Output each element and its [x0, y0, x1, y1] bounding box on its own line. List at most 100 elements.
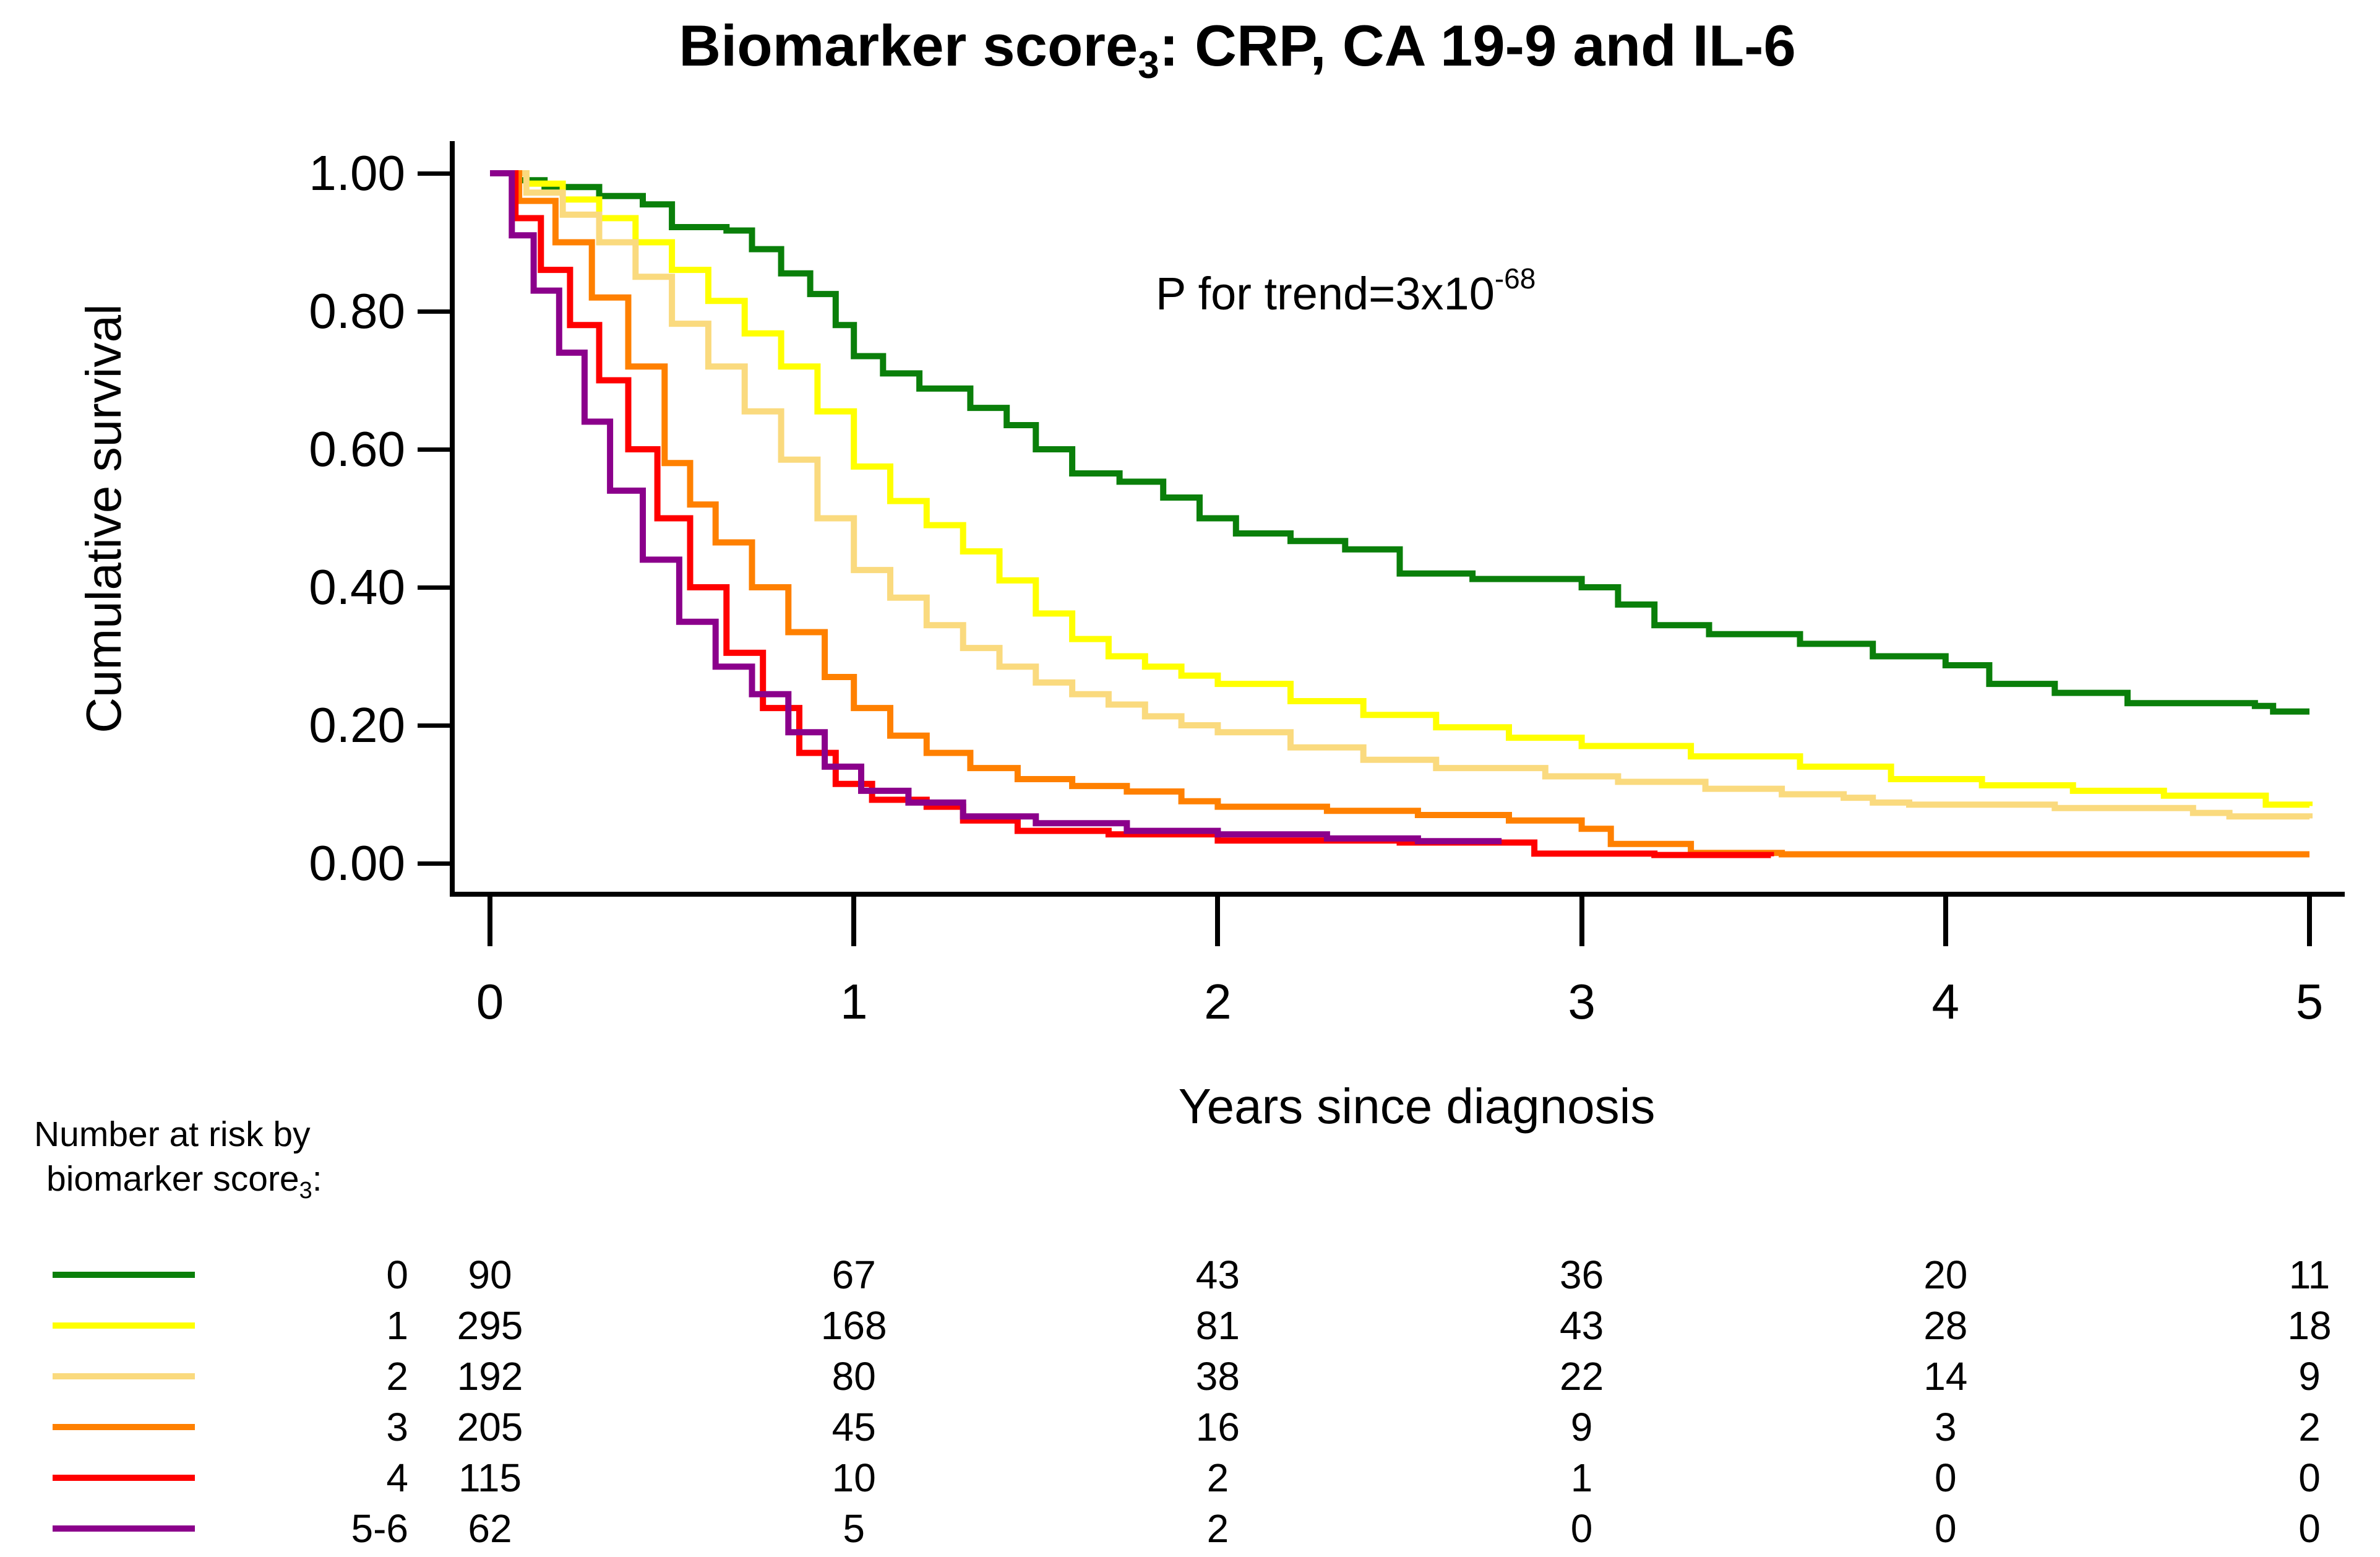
y-tick-mark: [418, 447, 450, 452]
x-axis-line: [450, 892, 2345, 897]
at-risk-count: 22: [1560, 1354, 1604, 1399]
at-risk-count: 3: [1935, 1405, 1957, 1449]
x-axis-title: Years since diagnosis: [1178, 1079, 1656, 1134]
at-risk-count: 80: [831, 1354, 876, 1399]
survival-curve-score-0: [490, 170, 2309, 715]
at-risk-count: 2: [2298, 1405, 2321, 1449]
at-risk-row: 1 295 168 81 43 28 18: [0, 1300, 2380, 1351]
at-risk-count: 45: [831, 1405, 876, 1449]
chart-title-suffix: : CRP, CA 19-9 and IL-6: [1159, 13, 1796, 78]
at-risk-row: 0 90 67 43 36 20 11: [0, 1249, 2380, 1300]
at-risk-score-label: 4: [386, 1456, 408, 1500]
y-tick-label: 1.00: [309, 145, 405, 201]
at-risk-header-line2: biomarker score3:: [46, 1158, 322, 1204]
legend-line-1: [53, 1322, 195, 1329]
at-risk-score-label: 3: [386, 1405, 408, 1449]
at-risk-count: 28: [1923, 1303, 1968, 1348]
at-risk-count: 16: [1195, 1405, 1240, 1449]
at-risk-count: 2: [1206, 1506, 1229, 1551]
at-risk-count: 81: [1195, 1303, 1240, 1348]
at-risk-count: 20: [1923, 1253, 1968, 1297]
at-risk-count: 43: [1195, 1253, 1240, 1297]
legend-line-0: [53, 1272, 195, 1278]
p-for-trend-exponent: -68: [1494, 262, 1536, 295]
survival-curve-score-5-6: [490, 170, 1502, 845]
chart-title-subscript: 3: [1138, 44, 1159, 87]
at-risk-row: 4 115 10 2 1 0 0: [0, 1452, 2380, 1503]
x-tick-mark: [2307, 897, 2312, 946]
at-risk-header-line1: Number at risk by: [34, 1115, 311, 1154]
at-risk-count: 38: [1195, 1354, 1240, 1399]
x-tick-mark: [851, 897, 857, 946]
x-tick-mark: [1943, 897, 1948, 946]
x-tick-label: 0: [476, 974, 504, 1029]
at-risk-count: 0: [2298, 1506, 2321, 1551]
chart-title: Biomarker score3: CRP, CA 19-9 and IL-6: [0, 12, 2380, 87]
x-tick-label: 1: [840, 974, 868, 1029]
chart-title-prefix: Biomarker score: [679, 13, 1138, 78]
y-tick-label: 0.00: [309, 835, 405, 891]
x-tick-label: 3: [1568, 974, 1596, 1029]
at-risk-count: 36: [1560, 1253, 1604, 1297]
at-risk-count: 10: [831, 1456, 876, 1500]
y-tick-label: 0.80: [309, 283, 405, 339]
at-risk-header-prefix: biomarker score: [46, 1159, 299, 1199]
at-risk-count: 62: [468, 1506, 512, 1551]
x-tick-mark: [1215, 897, 1221, 946]
y-tick-mark: [418, 309, 450, 314]
at-risk-row: 2 192 80 38 22 14 9: [0, 1351, 2380, 1402]
at-risk-header-suffix: :: [312, 1159, 322, 1199]
at-risk-count: 14: [1923, 1354, 1968, 1399]
at-risk-count: 0: [1935, 1456, 1957, 1500]
survival-curve-score-4: [490, 170, 1774, 858]
p-for-trend-annotation: P for trend=3x10-68: [1156, 262, 1536, 320]
at-risk-header-subscript: 3: [299, 1178, 312, 1204]
y-tick-mark: [418, 585, 450, 590]
at-risk-count: 11: [2288, 1253, 2331, 1297]
y-tick-label: 0.40: [309, 559, 405, 615]
x-tick-label: 5: [2295, 974, 2324, 1029]
at-risk-count: 9: [1570, 1405, 1593, 1449]
at-risk-count: 115: [458, 1456, 522, 1500]
legend-line-4: [53, 1475, 195, 1481]
y-tick-mark: [418, 723, 450, 728]
at-risk-count: 90: [468, 1253, 512, 1297]
at-risk-count: 18: [2287, 1303, 2332, 1348]
at-risk-row: 5-6 62 5 2 0 0 0: [0, 1503, 2380, 1554]
at-risk-row: 3 205 45 16 9 3 2: [0, 1402, 2380, 1452]
legend-line-3: [53, 1424, 195, 1430]
legend-line-2: [53, 1373, 195, 1379]
x-tick-label: 4: [1931, 974, 1960, 1029]
at-risk-score-label: 2: [386, 1354, 408, 1399]
at-risk-count: 67: [831, 1253, 876, 1297]
x-tick-mark: [488, 897, 492, 946]
y-axis-line: [450, 141, 455, 897]
at-risk-score-label: 5-6: [351, 1506, 409, 1551]
y-tick-mark: [418, 171, 450, 176]
at-risk-count: 192: [457, 1354, 523, 1399]
at-risk-count: 0: [1570, 1506, 1593, 1551]
legend-line-5-6: [53, 1525, 195, 1532]
at-risk-count: 1: [1570, 1456, 1593, 1500]
y-tick-label: 0.20: [309, 697, 405, 753]
survival-curve-score-2: [490, 170, 2313, 820]
x-tick-mark: [1579, 897, 1584, 946]
y-tick-mark: [418, 861, 450, 866]
at-risk-score-label: 0: [386, 1253, 408, 1297]
x-tick-label: 2: [1204, 974, 1232, 1029]
y-tick-label: 0.60: [309, 421, 405, 477]
at-risk-count: 5: [843, 1506, 865, 1551]
survival-curve-score-1: [490, 170, 2313, 808]
at-risk-count: 205: [457, 1405, 523, 1449]
at-risk-count: 43: [1560, 1303, 1604, 1348]
p-for-trend-base: P for trend=3x10: [1156, 268, 1495, 319]
survival-curve-score-3: [490, 170, 2309, 858]
at-risk-count: 295: [457, 1303, 523, 1348]
at-risk-score-label: 1: [386, 1303, 408, 1348]
at-risk-count: 0: [1935, 1506, 1957, 1551]
at-risk-count: 168: [820, 1303, 887, 1348]
at-risk-count: 9: [2298, 1354, 2321, 1399]
at-risk-count: 2: [1206, 1456, 1229, 1500]
